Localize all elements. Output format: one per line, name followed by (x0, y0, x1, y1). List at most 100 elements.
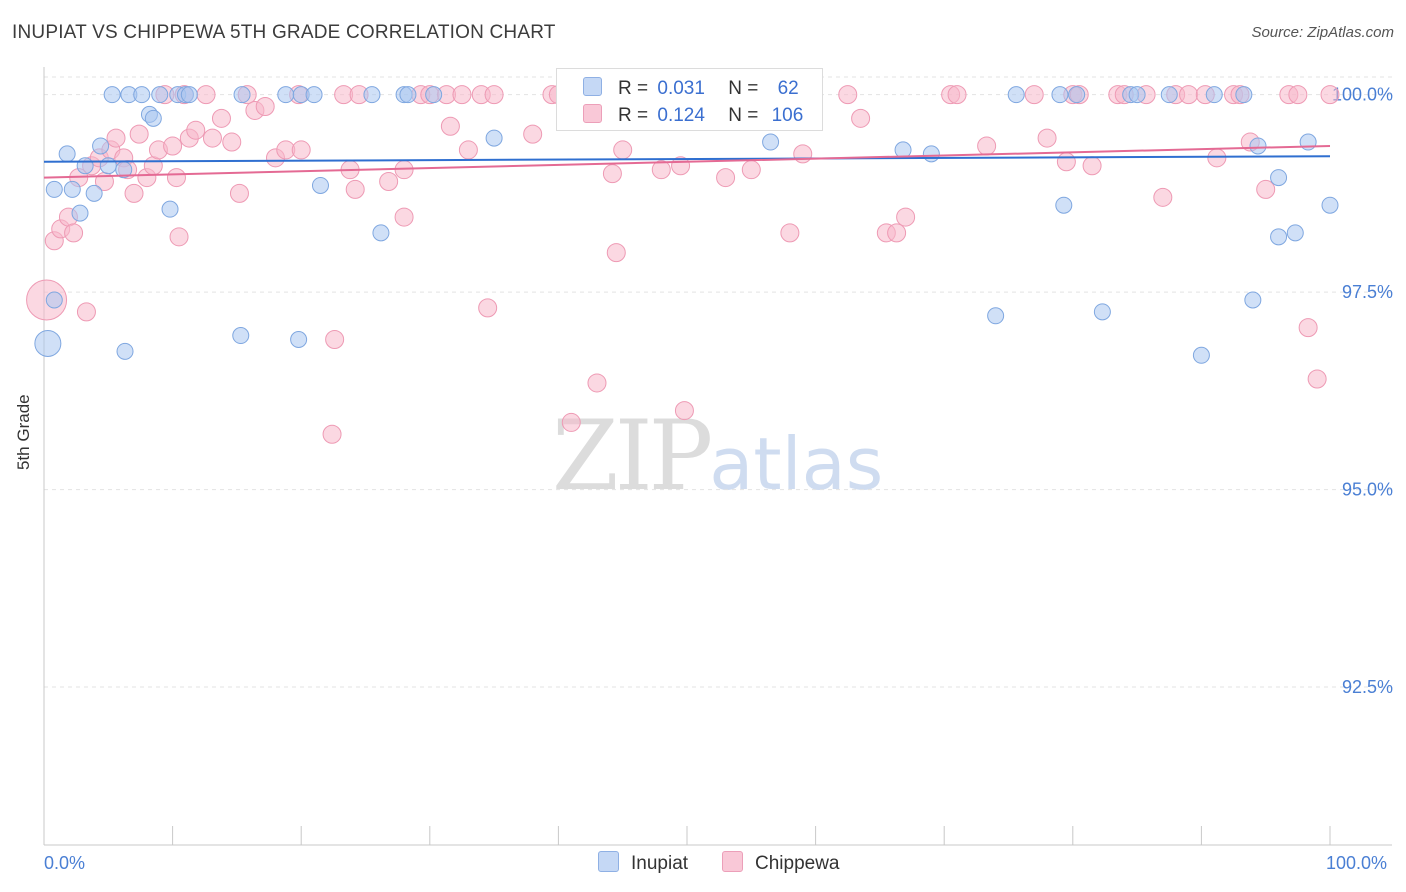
legend-r-label: R = (618, 105, 649, 126)
inupiat-point (151, 86, 169, 104)
inupiat-point (1205, 86, 1223, 104)
chippewa-point (1320, 85, 1340, 105)
inupiat-point (45, 180, 63, 198)
inupiat-point (277, 86, 295, 104)
legend-n-value: 106 (771, 105, 804, 126)
chippewa-point (322, 424, 342, 444)
chippewa-point (793, 144, 813, 164)
chippewa-point (202, 128, 222, 148)
inupiat-point (1007, 86, 1025, 104)
inupiat-point (1286, 224, 1304, 242)
bottom-legend-chippewa: Chippewa (722, 851, 840, 875)
inupiat-point (103, 86, 121, 104)
chippewa-point (394, 207, 414, 227)
chippewa-point (1024, 85, 1044, 105)
chippewa-point (851, 108, 871, 128)
inupiat-point (58, 145, 76, 163)
inupiat-point (1160, 86, 1178, 104)
legend-r-value: 0.031 (657, 78, 705, 99)
inupiat-point (71, 204, 89, 222)
inupiat-point (987, 307, 1005, 325)
chippewa-point (613, 140, 633, 160)
inupiat-point (311, 176, 329, 194)
inupiat-point (144, 109, 162, 127)
inupiat-point (161, 200, 179, 218)
inupiat-point (1270, 228, 1288, 246)
inupiat-point (425, 86, 443, 104)
inupiat-point (232, 327, 250, 345)
chippewa-point (606, 243, 626, 263)
inupiat-trend-line (43, 155, 1331, 163)
chippewa-point (169, 227, 189, 247)
inupiat-point (85, 184, 103, 202)
inupiat-point (133, 86, 151, 104)
inupiat-point (485, 129, 503, 147)
y-axis-label: 5th Grade (14, 394, 33, 470)
inupiat-point (1128, 86, 1146, 104)
inupiat-point (1093, 303, 1111, 321)
chippewa-point (887, 223, 907, 243)
chippewa-point (1298, 318, 1318, 338)
chippewa-point (1082, 156, 1102, 176)
chippewa-point (325, 329, 345, 349)
chippewa-point (440, 116, 460, 136)
inupiat-point (1192, 346, 1210, 364)
inupiat-point (1051, 86, 1069, 104)
chippewa-point (291, 140, 311, 160)
chippewa-point (229, 183, 249, 203)
chippewa-point (255, 96, 275, 116)
chippewa-point (345, 179, 365, 199)
chippewa-point (379, 172, 399, 192)
inupiat-swatch (583, 77, 602, 96)
inupiat-point (290, 330, 308, 348)
chippewa-point (1307, 369, 1327, 389)
chippewa-point (478, 298, 498, 318)
inupiat-point (305, 86, 323, 104)
chippewa-legend-label: Chippewa (755, 853, 840, 874)
source-credit: Source: ZipAtlas.com (1251, 24, 1394, 41)
inupiat-point (1235, 86, 1253, 104)
chippewa-point (561, 412, 581, 432)
chippewa-point (602, 164, 622, 184)
inupiat-point (233, 86, 251, 104)
inupiat-point (45, 291, 63, 309)
chippewa-point (143, 156, 163, 176)
chippewa-point (458, 140, 478, 160)
inupiat-point (1249, 137, 1267, 155)
chippewa-point (1037, 128, 1057, 148)
chippewa-point (1256, 179, 1276, 199)
legend-n-label: N = (728, 105, 759, 126)
inupiat-point (372, 224, 390, 242)
chippewa-point (716, 168, 736, 188)
inupiat-point (99, 157, 117, 175)
chippewa-point (977, 136, 997, 156)
legend-row-chippewa: R = 0.124 N = 106 (583, 104, 803, 127)
chippewa-point (222, 132, 242, 152)
chippewa-point (64, 223, 84, 243)
chippewa-point (76, 302, 96, 322)
inupiat-point (1068, 86, 1086, 104)
inupiat-point (1244, 291, 1262, 309)
inupiat-point (76, 157, 94, 175)
legend-r-value: 0.124 (657, 105, 705, 126)
legend-n-value: 62 (777, 78, 799, 99)
chippewa-point (674, 401, 694, 421)
x-tick-label-min: 0.0% (44, 853, 86, 873)
inupiat-point (762, 133, 780, 151)
chippewa-legend-swatch (722, 851, 743, 872)
legend-n-label: N = (728, 78, 759, 99)
inupiat-point (1321, 196, 1339, 214)
chippewa-point (741, 160, 761, 180)
chippewa-point (1179, 85, 1199, 105)
chippewa-point (484, 85, 504, 105)
chippewa-point (129, 124, 149, 144)
chippewa-point (587, 373, 607, 393)
watermark-atlas: atlas (709, 422, 884, 506)
chippewa-point (452, 85, 472, 105)
inupiat-legend-label: Inupiat (631, 853, 689, 874)
chippewa-point (124, 183, 144, 203)
chippewa-point (838, 85, 858, 105)
inupiat-point (1055, 196, 1073, 214)
inupiat-point (92, 137, 110, 155)
